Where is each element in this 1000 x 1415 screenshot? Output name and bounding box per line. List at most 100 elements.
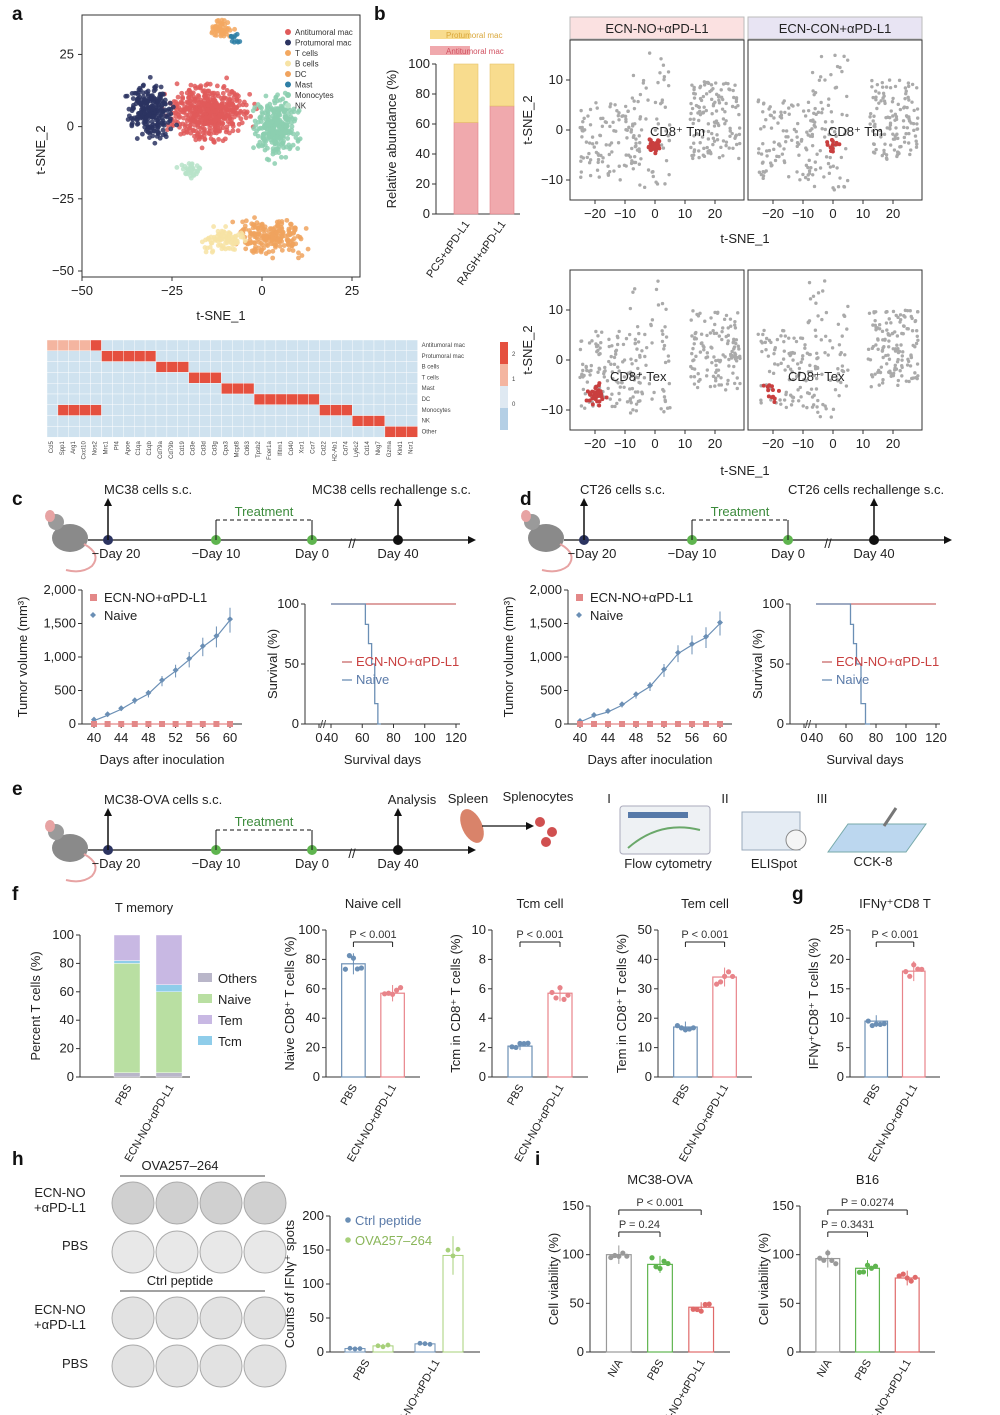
heatmap-cell xyxy=(253,415,266,427)
naive-growth-point xyxy=(131,697,138,704)
tsne-point xyxy=(223,240,228,246)
tsne-point xyxy=(903,308,908,313)
y-tick-label: 20 xyxy=(638,1010,652,1025)
tsne-point xyxy=(138,100,144,106)
tsne-point xyxy=(157,135,163,141)
heatmap-cell xyxy=(155,361,168,373)
tsne-point xyxy=(226,230,232,235)
chart-title: Tcm cell xyxy=(517,896,564,911)
tsne-point xyxy=(199,239,205,245)
heatmap-cell xyxy=(232,361,244,373)
heatmap-cell xyxy=(188,393,200,406)
tsne-point xyxy=(606,164,610,168)
treated-growth-point xyxy=(131,721,138,727)
tsne-point xyxy=(818,75,823,79)
tsne-point xyxy=(715,368,719,372)
stacked-bar xyxy=(113,934,141,961)
heatmap-cell xyxy=(101,372,113,384)
tsne-point xyxy=(704,374,709,378)
y-tick-label: 15 xyxy=(830,981,844,996)
tsne-point xyxy=(906,95,910,100)
tsne-point xyxy=(610,404,614,409)
tsne-point xyxy=(713,322,717,327)
tsne-point xyxy=(843,353,847,357)
heatmap-cell xyxy=(155,404,168,416)
tsne-point xyxy=(224,124,230,130)
heatmap-cell xyxy=(232,372,244,384)
heatmap-cell xyxy=(242,393,255,406)
p-value-label: P < 0.001 xyxy=(871,929,918,941)
tsne-point xyxy=(659,407,663,411)
tsne-point xyxy=(704,356,708,360)
tsne-point xyxy=(632,154,637,159)
heatmap-row-label: Antitumoral mac xyxy=(422,343,465,349)
day-label: −Day 20 xyxy=(92,546,141,561)
tsne-point xyxy=(737,156,741,161)
x-tick-label: −10 xyxy=(792,206,814,221)
tsne-point xyxy=(609,102,613,106)
heatmap-cell xyxy=(319,339,331,352)
tsne-point xyxy=(216,122,222,127)
data-point xyxy=(385,1342,391,1348)
tsne-point xyxy=(691,121,695,126)
tsne-point xyxy=(191,113,197,119)
tsne-point xyxy=(769,126,774,130)
heatmap-cell xyxy=(177,372,189,384)
tsne-point xyxy=(182,104,188,110)
y-tick-label: 50 xyxy=(570,1295,584,1310)
tsne-point xyxy=(602,375,607,379)
tsne-point xyxy=(815,365,820,370)
tsne-point xyxy=(217,104,223,109)
tsne-point xyxy=(914,139,918,143)
tsne-point xyxy=(772,147,776,152)
heatmap-cell xyxy=(330,426,342,438)
tsne-point xyxy=(903,86,908,90)
tsne-point xyxy=(136,87,142,93)
x-tick-label: 20 xyxy=(886,206,900,221)
tsne-point xyxy=(624,153,628,157)
heatmap-row-label: NK xyxy=(422,419,430,425)
tsne-point xyxy=(629,128,634,132)
heatmap-cell xyxy=(133,426,146,438)
tsne-point xyxy=(130,120,135,126)
tsne-point xyxy=(895,343,899,347)
tsne-point xyxy=(126,106,132,112)
tsne-point xyxy=(580,362,585,367)
tsne-point xyxy=(777,154,781,159)
tsne-point xyxy=(629,161,634,166)
tsne-point xyxy=(189,91,194,97)
x-tick-label: 10 xyxy=(678,436,692,451)
tsne-point xyxy=(913,319,918,323)
tsne-point xyxy=(716,358,720,363)
treated-growth-point xyxy=(199,721,206,727)
tsne-point xyxy=(143,121,148,127)
tsne-point xyxy=(792,127,797,132)
tsne-point xyxy=(706,122,711,126)
bar xyxy=(647,1263,673,1353)
tsne-point xyxy=(801,404,805,408)
tsne-point xyxy=(654,180,658,184)
tsne-point xyxy=(179,90,185,96)
heatmap-cell xyxy=(406,426,418,438)
heatmap-cell xyxy=(286,426,298,438)
tsne-point xyxy=(910,100,914,104)
tsne-point xyxy=(823,404,827,408)
tsne-point xyxy=(844,384,849,388)
tsne-point xyxy=(713,120,718,125)
tsne-point xyxy=(884,321,889,325)
data-point xyxy=(346,953,353,959)
heatmap-cell xyxy=(406,393,418,406)
tsne-point xyxy=(290,241,296,247)
tsne-point xyxy=(708,331,713,335)
tsne-point xyxy=(806,108,811,113)
heatmap-cell xyxy=(319,383,331,395)
tsne-point xyxy=(636,366,640,371)
legend-label: ECN-NO+αPD-L1 xyxy=(104,590,207,605)
y-tick-label: 1,500 xyxy=(43,616,76,631)
tsne-point xyxy=(896,383,900,388)
heatmap-cell xyxy=(242,426,255,438)
legend-swatch xyxy=(198,1036,212,1045)
x-tick-label: −20 xyxy=(584,206,606,221)
tsne-point xyxy=(701,153,705,157)
tsne-point xyxy=(272,242,278,248)
